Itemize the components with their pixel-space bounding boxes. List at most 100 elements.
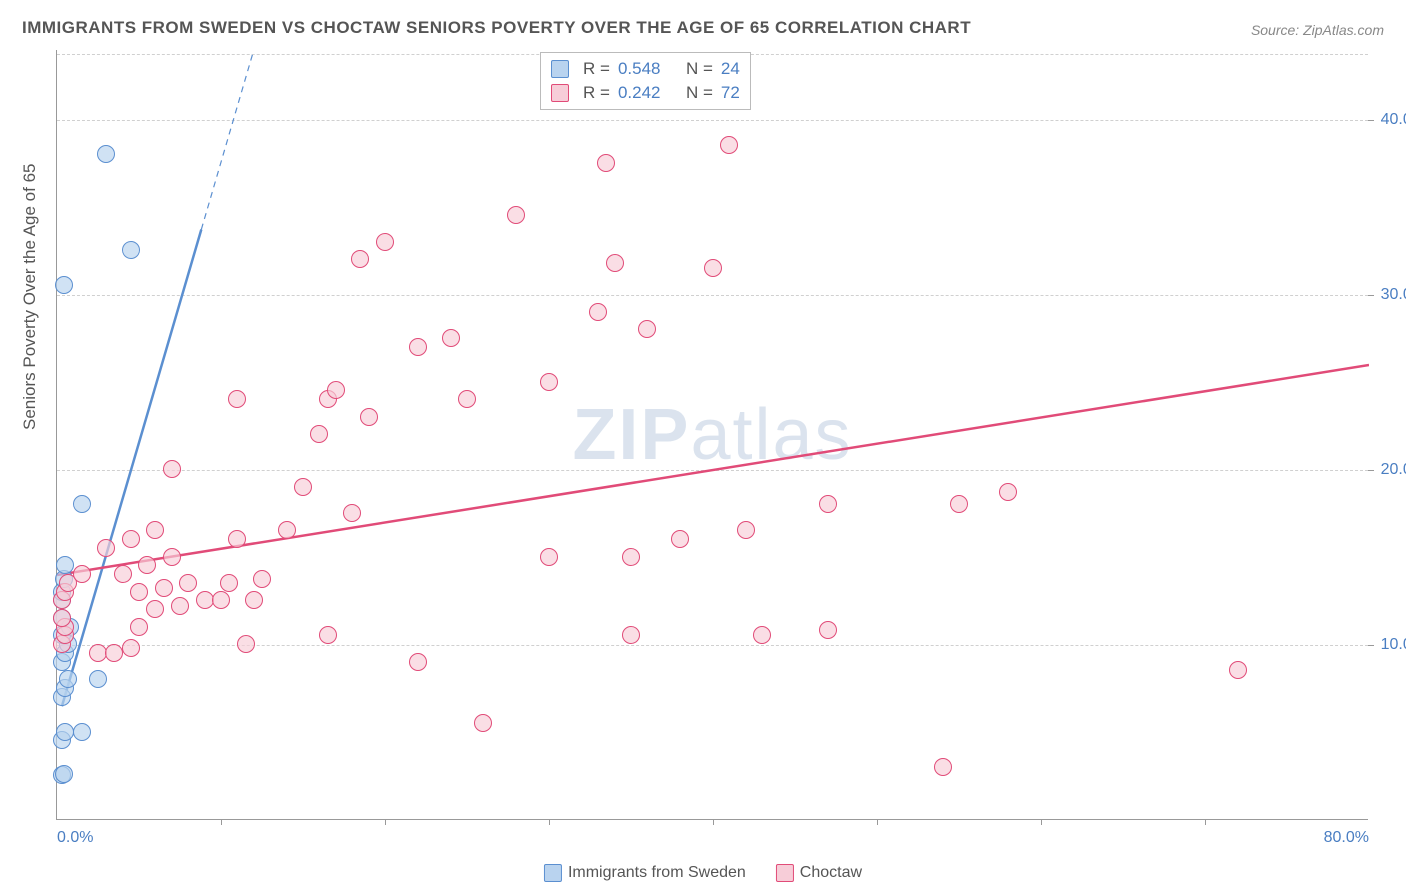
stat-n-label: N = [686, 83, 713, 103]
data-point [474, 714, 492, 732]
data-point [122, 530, 140, 548]
data-point [179, 574, 197, 592]
stat-r-value: 0.242 [618, 83, 661, 103]
y-tick-mark [1368, 295, 1374, 296]
data-point [376, 233, 394, 251]
data-point [597, 154, 615, 172]
legend-item: Choctaw [776, 864, 862, 882]
data-point [606, 254, 624, 272]
data-point [228, 530, 246, 548]
y-axis-label: Seniors Poverty Over the Age of 65 [20, 164, 40, 430]
stat-n-value: 72 [721, 83, 740, 103]
data-point [458, 390, 476, 408]
data-point [671, 530, 689, 548]
data-point [97, 539, 115, 557]
data-point [237, 635, 255, 653]
legend-swatch [551, 84, 569, 102]
data-point [409, 338, 427, 356]
data-point [163, 460, 181, 478]
watermark: ZIPatlas [572, 394, 852, 476]
data-point [753, 626, 771, 644]
data-point [950, 495, 968, 513]
x-tick-label: 80.0% [1324, 829, 1369, 847]
legend-swatch [776, 864, 794, 882]
data-point [122, 241, 140, 259]
data-point [196, 591, 214, 609]
data-point [343, 504, 361, 522]
x-tick-mark [221, 819, 222, 825]
data-point [138, 556, 156, 574]
legend-label: Immigrants from Sweden [568, 864, 746, 881]
chart-title: IMMIGRANTS FROM SWEDEN VS CHOCTAW SENIOR… [22, 18, 971, 38]
data-point [245, 591, 263, 609]
data-point [294, 478, 312, 496]
data-point [704, 259, 722, 277]
x-tick-mark [1205, 819, 1206, 825]
y-tick-mark [1368, 645, 1374, 646]
data-point [819, 621, 837, 639]
plot-area: ZIPatlas 10.0%20.0%30.0%40.0%0.0%80.0% [56, 50, 1368, 820]
x-tick-mark [549, 819, 550, 825]
legend-stat-row: R = 0.548 N = 24 [551, 57, 740, 81]
data-point [540, 373, 558, 391]
data-point [278, 521, 296, 539]
x-tick-label: 0.0% [57, 829, 93, 847]
y-tick-label: 40.0% [1376, 111, 1406, 129]
y-tick-label: 20.0% [1376, 461, 1406, 479]
data-point [155, 579, 173, 597]
data-point [146, 521, 164, 539]
data-point [171, 597, 189, 615]
legend-swatch [551, 60, 569, 78]
x-tick-mark [1041, 819, 1042, 825]
data-point [73, 723, 91, 741]
stat-n-label: N = [686, 59, 713, 79]
data-point [327, 381, 345, 399]
data-point [622, 548, 640, 566]
data-point [56, 723, 74, 741]
data-point [73, 565, 91, 583]
data-point [442, 329, 460, 347]
data-point [589, 303, 607, 321]
data-point [55, 765, 73, 783]
data-point [319, 626, 337, 644]
data-point [163, 548, 181, 566]
x-tick-mark [877, 819, 878, 825]
stat-n-value: 24 [721, 59, 740, 79]
data-point [737, 521, 755, 539]
data-point [819, 495, 837, 513]
data-point [720, 136, 738, 154]
data-point [540, 548, 558, 566]
data-point [53, 609, 71, 627]
gridline-h [57, 295, 1368, 296]
data-point [1229, 661, 1247, 679]
data-point [97, 145, 115, 163]
y-tick-label: 10.0% [1376, 636, 1406, 654]
data-point [114, 565, 132, 583]
data-point [409, 653, 427, 671]
data-point [73, 495, 91, 513]
legend-swatch [544, 864, 562, 882]
data-point [130, 618, 148, 636]
source-attribution: Source: ZipAtlas.com [1251, 22, 1384, 38]
data-point [122, 639, 140, 657]
correlation-legend: R = 0.548 N = 24 R = 0.242 N = 72 [540, 52, 751, 110]
x-tick-mark [385, 819, 386, 825]
stat-r-value: 0.548 [618, 59, 661, 79]
legend-label: Choctaw [800, 864, 862, 881]
data-point [56, 556, 74, 574]
data-point [220, 574, 238, 592]
data-point [934, 758, 952, 776]
data-point [130, 583, 148, 601]
data-point [55, 276, 73, 294]
data-point [105, 644, 123, 662]
y-tick-label: 30.0% [1376, 286, 1406, 304]
data-point [228, 390, 246, 408]
data-point [253, 570, 271, 588]
legend-stat-row: R = 0.242 N = 72 [551, 81, 740, 105]
gridline-h [57, 470, 1368, 471]
data-point [310, 425, 328, 443]
data-point [59, 670, 77, 688]
series-legend: Immigrants from Sweden Choctaw [544, 864, 862, 882]
stat-r-label: R = [583, 59, 610, 79]
data-point [212, 591, 230, 609]
